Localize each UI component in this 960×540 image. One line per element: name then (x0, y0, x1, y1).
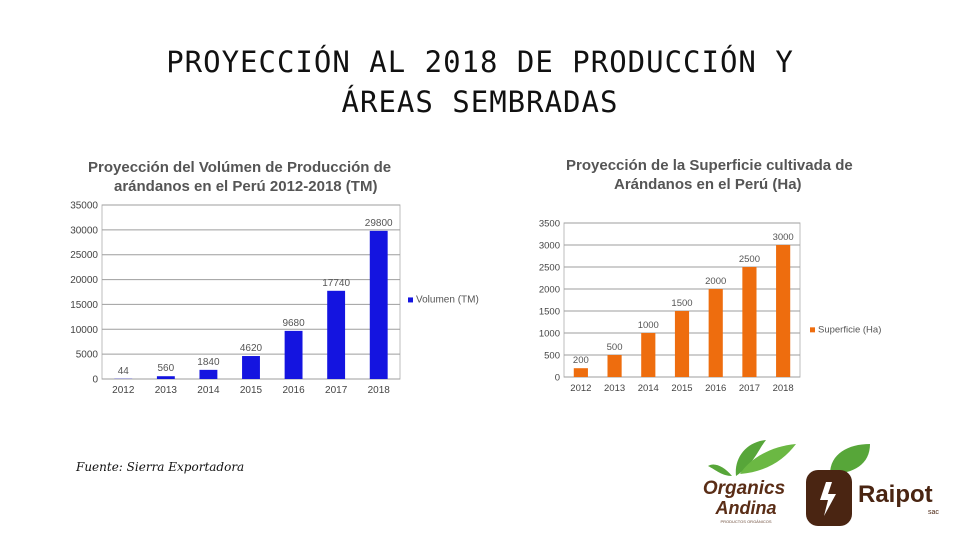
raipot-suffix: sac (928, 509, 939, 516)
chart2-data-label-2013: 500 (607, 342, 623, 353)
chart2-data-label-2016: 2000 (705, 276, 726, 287)
chart2-ytick-label: 2000 (539, 285, 560, 296)
chart2-bar-2018 (776, 245, 791, 377)
chart1-data-label-2016: 9680 (282, 318, 305, 329)
chart2-data-label-2015: 1500 (671, 298, 692, 309)
chart1-data-label-2014: 1840 (197, 357, 220, 368)
chart1-ytick-label: 35000 (70, 201, 98, 212)
chart2-ytick-label: 1000 (539, 329, 560, 340)
chart1-title: Proyección del Volúmen de Producción de … (88, 158, 391, 196)
chart1-ytick-label: 15000 (70, 300, 98, 311)
chart1-bar-2015 (242, 356, 260, 379)
chart1-legend-label: Volumen (TM) (416, 294, 479, 305)
chart2-ytick-label: 3500 (539, 219, 560, 230)
chart2-bar-2015 (674, 311, 690, 377)
chart2-ytick-label: 0 (555, 373, 560, 384)
chart1-title-line1: Proyección del Volúmen de Producción de (88, 159, 392, 176)
raipot-wordmark: Raipot (858, 481, 933, 508)
chart2-area-bar-chart: 0 500 1000 1500 2000 2500 3000 3500 200 2012 500 20… (539, 219, 882, 395)
chart1-data-label-2015: 4620 (240, 343, 263, 354)
chart2-xtick-label-2012: 2012 (570, 383, 591, 394)
chart2-data-label-2017: 2500 (739, 254, 760, 265)
chart2-data-label-2012: 200 (573, 355, 589, 366)
chart2-ytick-label: 3000 (539, 241, 560, 252)
slide-title-line1: PROYECCIÓN AL 2018 DE PRODUCCIÓN Y (166, 45, 794, 79)
chart2-bar-2016 (708, 289, 723, 377)
chart2-title-line1: Proyección de la Superficie cultivada de (566, 157, 853, 174)
source-note: Fuente: Sierra Exportadora (76, 460, 245, 474)
slide-title-line2: ÁREAS SEMBRADAS (341, 85, 619, 119)
chart1-ytick-label: 30000 (70, 225, 98, 236)
chart2-title-line2: Arándanos en el Perú (Ha) (614, 176, 802, 193)
andina-wordmark: Andina (715, 498, 777, 518)
chart2-xtick-label-2014: 2014 (638, 383, 659, 394)
chart1-ytick-label: 0 (92, 375, 98, 386)
chart1-volume-bar-chart: 0 5000 10000 15000 20000 25000 30000 35000 44 201… (70, 201, 479, 397)
chart1-title-line2: arándanos en el Perú 2012-2018 (TM) (114, 178, 378, 195)
chart2-ytick-label: 500 (544, 351, 560, 362)
chart1-bar-2017 (327, 290, 346, 379)
chart2-xtick-label-2013: 2013 (604, 383, 625, 394)
chart2-legend-swatch (810, 327, 815, 333)
chart1-bar-2018 (369, 230, 388, 379)
chart1-xtick-label-2013: 2013 (155, 385, 178, 396)
raipot-pot-icon: Raipot sac (806, 444, 939, 526)
organics-tagline: PRODUCTOS ORGÁNICOS (720, 519, 771, 524)
chart2-ytick-label: 2500 (539, 263, 560, 274)
chart2-legend-label: Superficie (Ha) (818, 324, 881, 335)
chart1-xtick-label-2017: 2017 (325, 385, 348, 396)
chart1-data-label-2018: 29800 (365, 218, 393, 229)
chart1-xtick-label-2015: 2015 (240, 385, 263, 396)
chart2-xtick-label-2016: 2016 (705, 383, 726, 394)
chart1-xtick-label-2016: 2016 (282, 385, 305, 396)
chart2-data-label-2018: 3000 (773, 232, 794, 243)
chart1-ytick-label: 25000 (70, 250, 98, 261)
raipot-logo: Raipot sac (804, 442, 954, 530)
chart1-ytick-label: 20000 (70, 275, 98, 286)
organics-andina-logo: Organics Andina PRODUCTOS ORGÁNICOS (688, 436, 800, 526)
chart1-data-label-2012: 44 (118, 366, 130, 377)
chart1-xtick-label-2014: 2014 (197, 385, 220, 396)
chart2-bar-2013 (607, 355, 622, 377)
chart1-xtick-label-2012: 2012 (112, 385, 135, 396)
chart1-ytick-label: 10000 (70, 325, 98, 336)
chart2-xtick-label-2018: 2018 (773, 383, 794, 394)
chart1-xtick-label-2018: 2018 (368, 385, 391, 396)
chart2-title: Proyección de la Superficie cultivada de… (566, 156, 853, 194)
chart1-bar-2014 (199, 369, 218, 379)
chart2-xtick-label-2017: 2017 (739, 383, 760, 394)
chart1-data-label-2017: 17740 (322, 278, 350, 289)
slide-title: PROYECCIÓN AL 2018 DE PRODUCCIÓN Y ÁREAS… (60, 42, 900, 122)
chart2-xtick-label-2015: 2015 (671, 383, 692, 394)
chart1-legend-swatch (408, 297, 413, 303)
chart1-bar-2016 (284, 330, 303, 379)
chart1-ytick-label: 5000 (76, 350, 99, 361)
organics-wordmark: Organics (703, 478, 785, 499)
chart2-bar-2017 (742, 267, 757, 377)
chart2-bar-2014 (641, 333, 656, 377)
chart2-data-label-2014: 1000 (638, 320, 659, 331)
chart2-ytick-label: 1500 (539, 307, 560, 318)
organics-andina-leaf-icon: Organics Andina PRODUCTOS ORGÁNICOS (703, 440, 796, 524)
chart1-bar-2013 (156, 376, 175, 379)
chart1-data-label-2013: 560 (158, 363, 175, 374)
chart2-bar-2012 (573, 368, 588, 377)
